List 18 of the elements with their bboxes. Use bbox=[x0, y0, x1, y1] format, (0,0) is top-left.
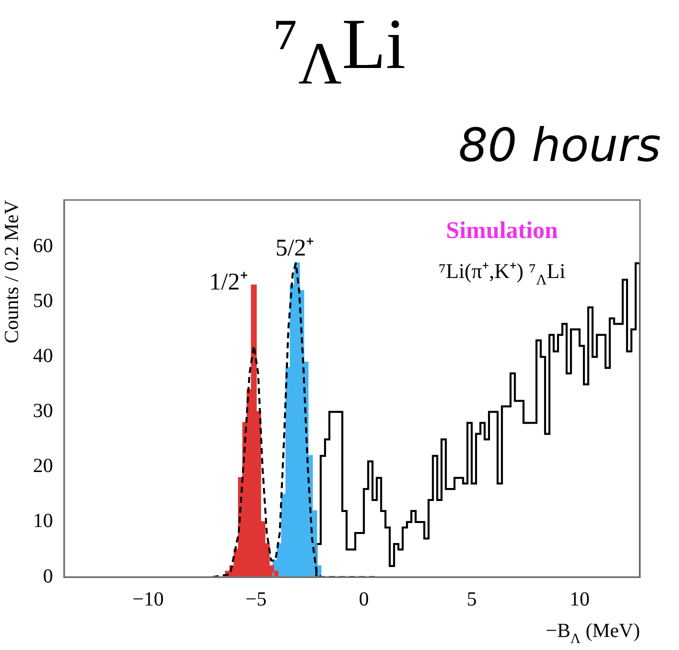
y-tick-label: 60 bbox=[33, 235, 53, 258]
x-tick-label: −5 bbox=[245, 588, 267, 610]
chart-title: ⁷$_{Λ}$Li bbox=[272, 4, 407, 96]
chart-subtitle: 80 hours bbox=[458, 118, 661, 172]
x-tick-label: 5 bbox=[466, 588, 477, 610]
y-axis-title: Counts / 0.2 MeV bbox=[1, 199, 23, 344]
annotation: 5/2⁺ bbox=[275, 235, 314, 262]
y-tick-label: 30 bbox=[33, 400, 53, 422]
x-tick-label: −10 bbox=[132, 588, 164, 610]
y-tick-label: 10 bbox=[33, 510, 53, 532]
y-tick-label: 20 bbox=[33, 455, 53, 478]
annotation: Simulation bbox=[446, 218, 558, 244]
y-tick-label: 50 bbox=[33, 290, 53, 312]
y-tick-label: 40 bbox=[33, 345, 53, 368]
annotation: 1/2⁺ bbox=[209, 269, 248, 296]
y-tick-label: 0 bbox=[43, 565, 53, 588]
x-tick-label: 10 bbox=[570, 588, 590, 610]
x-tick-label: 0 bbox=[358, 588, 369, 610]
